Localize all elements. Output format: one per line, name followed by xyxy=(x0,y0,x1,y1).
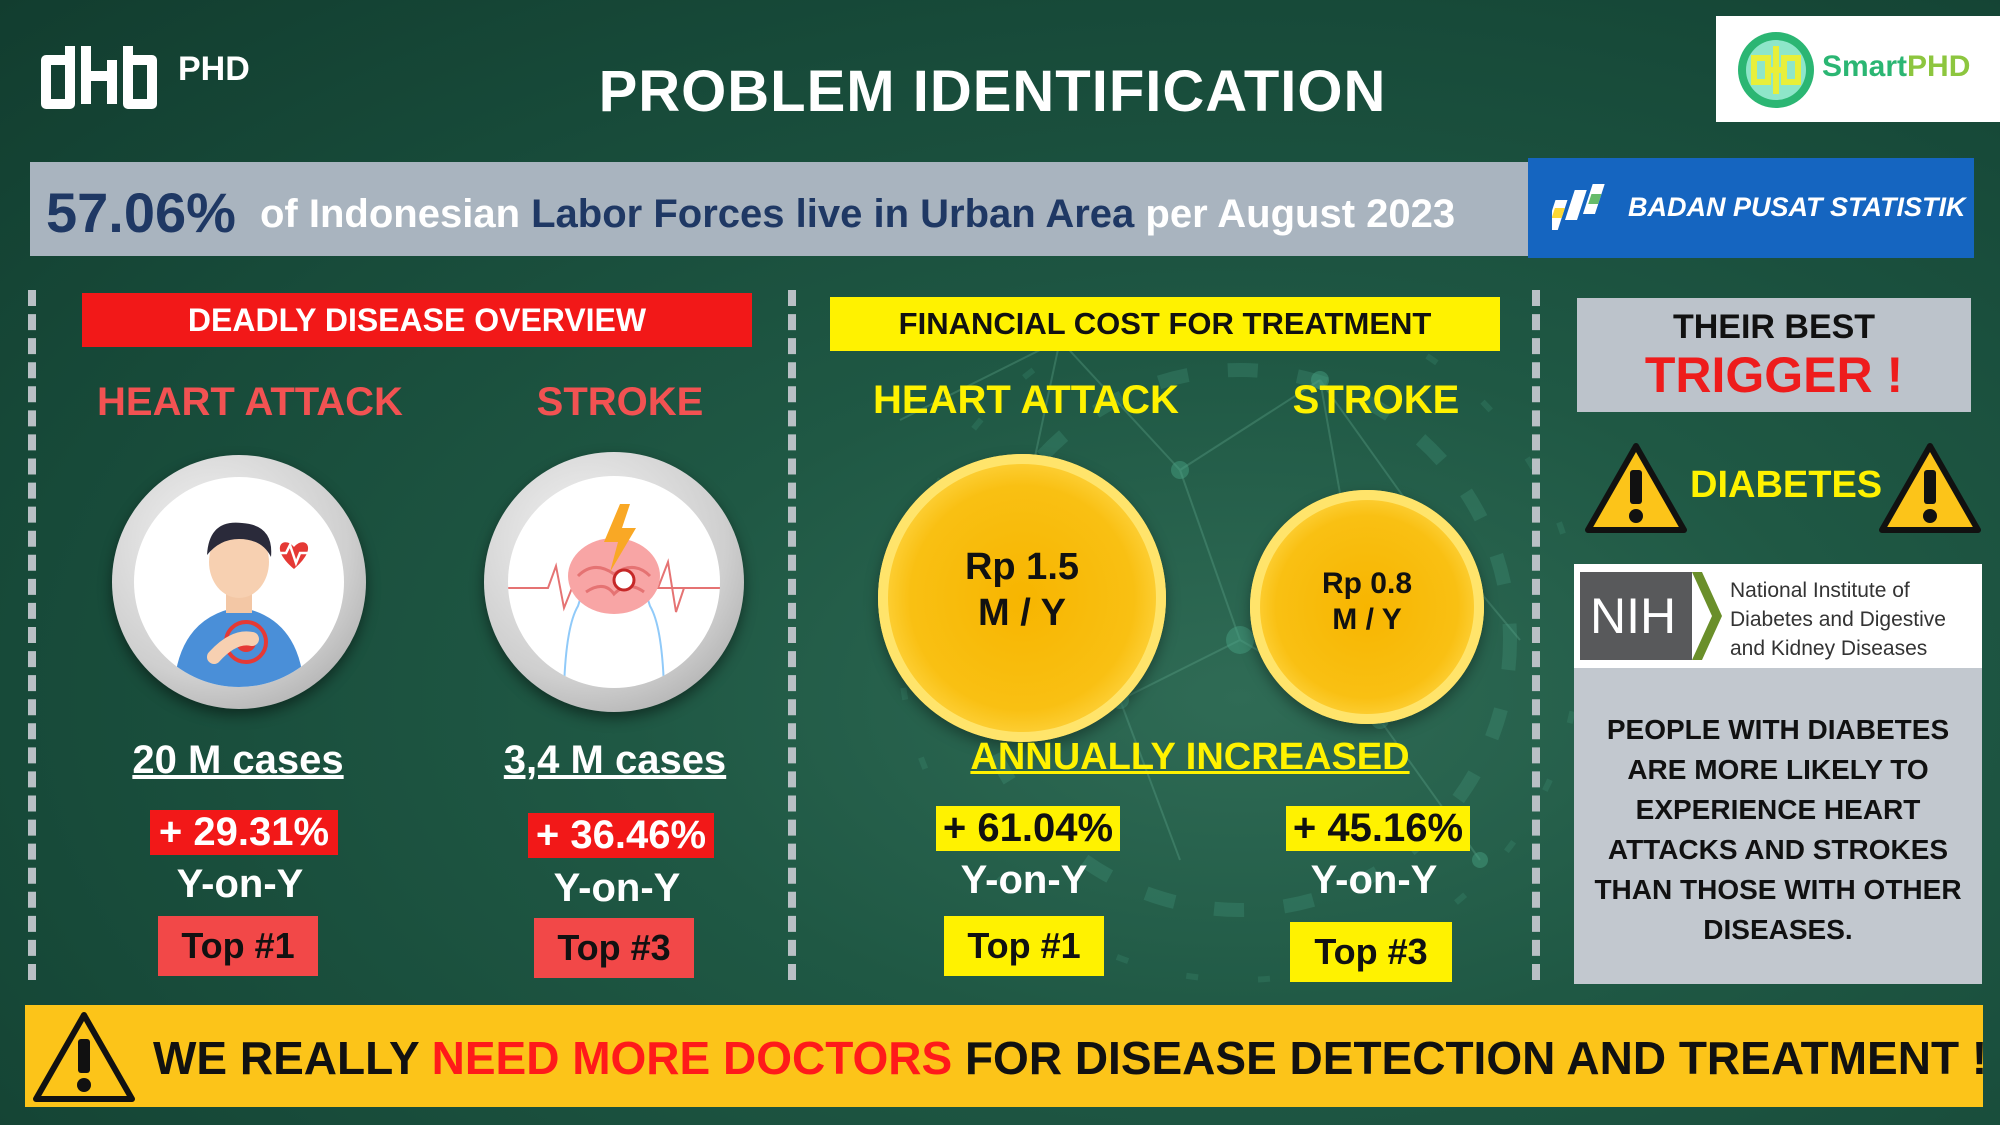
heart-attack-cost: Rp 1.5 M / Y xyxy=(964,546,1080,634)
fin-heart-attack-period: Y-on-Y xyxy=(960,858,1088,902)
trigger-box: THEIR BEST TRIGGER ! xyxy=(1577,298,1971,412)
smartphd-logo-icon xyxy=(1738,32,1814,108)
heart-attack-change: + 29.31% xyxy=(150,810,338,855)
fin-heart-attack-label: HEART ATTACK xyxy=(873,378,1179,422)
stroke-rank: Top #3 xyxy=(534,918,694,978)
nih-logo: NIH National Institute of Diabetes and Di… xyxy=(1574,564,1982,668)
fin-stroke-label: STROKE xyxy=(1292,378,1460,422)
stroke-cost-coin: Rp 0.8 M / Y xyxy=(1250,490,1484,724)
trigger-line1: THEIR BEST xyxy=(1672,308,1876,346)
stroke-icon-frame xyxy=(484,452,744,712)
fin-heart-attack-change: + 61.04% xyxy=(936,806,1120,851)
nih-chevron-icon xyxy=(1692,572,1722,660)
stroke-label: STROKE xyxy=(536,380,704,424)
warning-icon xyxy=(1585,443,1687,533)
bps-logo: BADAN PUSAT STATISTIK xyxy=(1528,158,1974,258)
phd-logo-icon xyxy=(41,46,157,109)
financial-cost-header: FINANCIAL COST FOR TREATMENT xyxy=(830,297,1500,351)
smartphd-logo: SmartPHD xyxy=(1716,16,2000,122)
bps-logo-icon xyxy=(1552,184,1605,230)
nih-logo-badge: NIH xyxy=(1580,572,1692,660)
heart-attack-cost-coin: Rp 1.5 M / Y xyxy=(878,454,1166,742)
stroke-change: + 36.46% xyxy=(528,813,714,858)
right-divider xyxy=(1532,290,1540,980)
middle-divider xyxy=(788,290,796,980)
stroke-cases: 3,4 M cases xyxy=(503,738,727,782)
statistic-banner: 57.06% of Indonesian Labor Forces live i… xyxy=(30,162,1530,256)
logo-text: PHD xyxy=(178,50,250,88)
heart-attack-label: HEART ATTACK xyxy=(97,380,403,424)
annually-increased-label: ANNUALLY INCREASED xyxy=(970,736,1410,778)
left-divider xyxy=(28,290,36,980)
diabetes-label: DIABETES xyxy=(1690,464,1883,506)
deadly-disease-header: DEADLY DISEASE OVERVIEW xyxy=(82,293,752,347)
warning-icon xyxy=(1879,443,1981,533)
stroke-cost: Rp 0.8 M / Y xyxy=(1321,567,1413,636)
heart-attack-icon-frame xyxy=(112,455,366,709)
nih-name: National Institute of Diabetes and Digest… xyxy=(1730,579,1946,660)
fin-heart-attack-rank: Top #1 xyxy=(944,916,1104,976)
smartphd-logo-text: SmartPHD xyxy=(1822,50,1971,83)
nih-statement-box: PEOPLE WITH DIABETES ARE MORE LIKELY TO … xyxy=(1574,668,1982,984)
heart-attack-cases: 20 M cases xyxy=(132,738,344,782)
fin-stroke-change: + 45.16% xyxy=(1286,806,1470,851)
banner-stat: 57.06% xyxy=(46,181,236,244)
fin-stroke-rank: Top #3 xyxy=(1290,922,1452,982)
footer-text: WE REALLY NEED MORE DOCTORS FOR DISEASE … xyxy=(153,1032,1988,1084)
nih-statement: PEOPLE WITH DIABETES ARE MORE LIKELY TO … xyxy=(1594,714,1962,945)
footer-banner: WE REALLY NEED MORE DOCTORS FOR DISEASE … xyxy=(25,1005,1987,1107)
fin-stroke-period: Y-on-Y xyxy=(1310,858,1438,902)
page-title: PROBLEM IDENTIFICATION xyxy=(598,59,1387,124)
heart-attack-person-icon xyxy=(174,522,310,687)
stroke-brain-icon xyxy=(508,504,720,688)
heart-attack-rank: Top #1 xyxy=(158,916,318,976)
warning-icon xyxy=(33,1012,135,1102)
stroke-period: Y-on-Y xyxy=(553,866,681,910)
bps-logo-text: BADAN PUSAT STATISTIK xyxy=(1628,192,1966,222)
heart-attack-period: Y-on-Y xyxy=(176,862,304,906)
trigger-line2: TRIGGER ! xyxy=(1644,347,1904,403)
banner-text: of Indonesian Labor Forces live in Urban… xyxy=(260,192,1456,236)
